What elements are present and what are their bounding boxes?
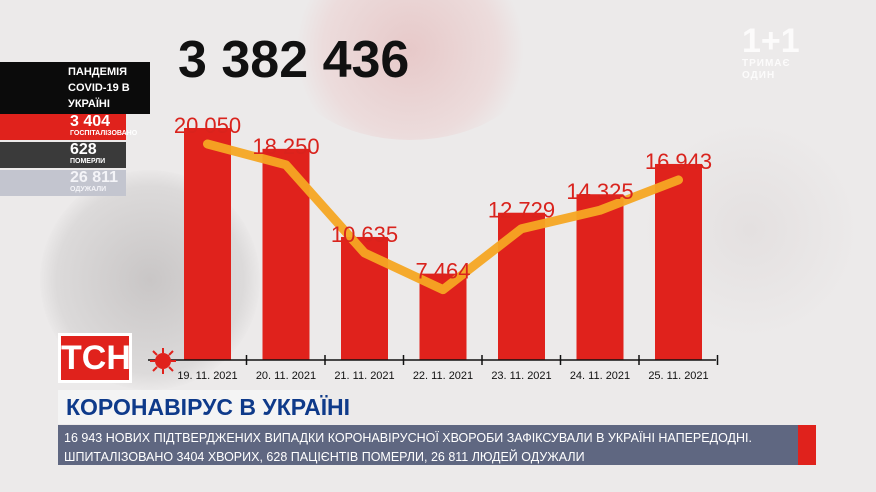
chart-bar <box>655 163 702 360</box>
chart-bar <box>498 212 545 360</box>
stat-hospitalized-label: ГОСПІТАЛІЗОВАНО <box>70 130 138 137</box>
data-label: 10 635 <box>331 222 398 247</box>
x-tick-label: 20. 11. 2021 <box>256 370 316 382</box>
x-tick-label: 24. 11. 2021 <box>570 370 630 382</box>
news-ticker: 16 943 НОВИХ ПІДТВЕРДЖЕНИХ ВИПАДКИ КОРОН… <box>58 425 800 465</box>
total-cases: 3 382 436 <box>178 31 410 89</box>
data-label: 18 250 <box>252 134 319 159</box>
virus-icon <box>150 348 176 374</box>
x-tick-label: 21. 11. 2021 <box>334 370 394 382</box>
stats-panel-title: ПАНДЕМІЯ COVID-19 В УКРАЇНІ <box>0 62 150 114</box>
channel-logo-name: 1+1 <box>742 22 800 60</box>
ticker-accent <box>798 425 816 465</box>
chart-bar <box>184 128 231 360</box>
data-label: 7 464 <box>415 259 470 284</box>
tsn-logo: ТСН <box>58 333 132 383</box>
channel-logo-sub: ТРИМАЄ ОДИН <box>742 58 791 81</box>
stat-hospitalized: 3 404 ГОСПІТАЛІЗОВАНО <box>0 113 138 140</box>
stat-recovered-value: 26 811 <box>70 169 119 186</box>
stat-hospitalized-value: 3 404 <box>70 113 111 130</box>
stat-recovered: 26 811 ОДУЖАЛИ <box>0 170 126 196</box>
data-label: 16 943 <box>645 149 712 174</box>
data-label: 14 325 <box>566 179 633 204</box>
data-label: 12 729 <box>488 198 555 223</box>
trend-line <box>203 139 683 295</box>
data-label: 20 050 <box>174 113 241 138</box>
stat-died: 628 ПОМЕРЛИ <box>0 142 126 168</box>
news-headline: КОРОНАВІРУС В УКРАЇНІ <box>58 390 350 424</box>
stat-recovered-label: ОДУЖАЛИ <box>70 186 107 193</box>
channel-logo: 1+1 ТРИМАЄ ОДИН <box>742 22 826 81</box>
x-tick-label: 22. 11. 2021 <box>413 370 473 382</box>
chart-bar <box>576 194 624 360</box>
stat-died-label: ПОМЕРЛИ <box>70 158 106 165</box>
stat-died-value: 628 <box>70 141 97 158</box>
x-tick-label: 19. 11. 2021 <box>177 370 237 382</box>
x-tick-label: 25. 11. 2021 <box>648 370 708 382</box>
x-tick-label: 23. 11. 2021 <box>491 370 551 382</box>
background-virus-blob <box>280 0 540 140</box>
